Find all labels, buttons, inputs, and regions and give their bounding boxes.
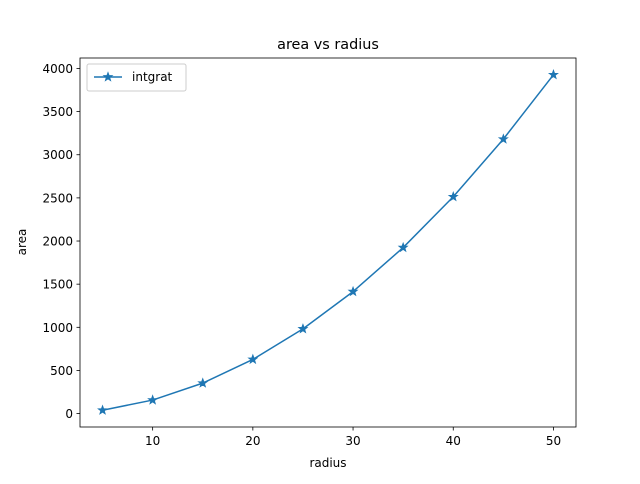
y-tick-label: 1500 (42, 278, 73, 292)
data-point-marker (147, 394, 159, 405)
x-tick-label: 50 (546, 434, 561, 448)
axes-frame (79, 57, 577, 428)
data-point-marker (547, 68, 559, 80)
data-point-marker (197, 377, 209, 388)
x-tick-label: 20 (245, 434, 260, 448)
y-tick-label: 2500 (42, 191, 73, 205)
y-tick-label: 500 (50, 364, 73, 378)
data-point-marker (447, 190, 459, 202)
data-point-marker (297, 323, 309, 334)
legend-series-label: intgrat (132, 70, 173, 84)
y-tick-label: 4000 (42, 62, 73, 76)
y-axis-label: area (15, 229, 29, 256)
plot-area: 10 20 30 40 50050010001500200025003000350040… (42, 57, 577, 448)
legend: intgrat (86, 63, 187, 92)
y-tick-label: 2000 (42, 235, 73, 249)
data-point-marker (397, 241, 409, 253)
data-point-marker (347, 285, 359, 297)
data-point-marker (247, 353, 259, 365)
x-tick-label: 30 (345, 434, 360, 448)
chart-title: area vs radius (277, 37, 379, 53)
y-tick-label: 3500 (42, 105, 73, 119)
series-line (101, 73, 555, 412)
y-tick-label: 0 (65, 407, 73, 421)
legend-series-marker (102, 71, 114, 82)
x-tick-label: 10 (145, 434, 160, 448)
data-point-marker (497, 133, 509, 144)
x-tick-label: 40 (446, 434, 461, 448)
y-tick-label: 1000 (42, 321, 73, 335)
x-axis-label: radius (309, 456, 346, 470)
legend-frame (86, 63, 187, 92)
y-tick-label: 3000 (42, 148, 73, 162)
data-point-marker (97, 404, 109, 415)
